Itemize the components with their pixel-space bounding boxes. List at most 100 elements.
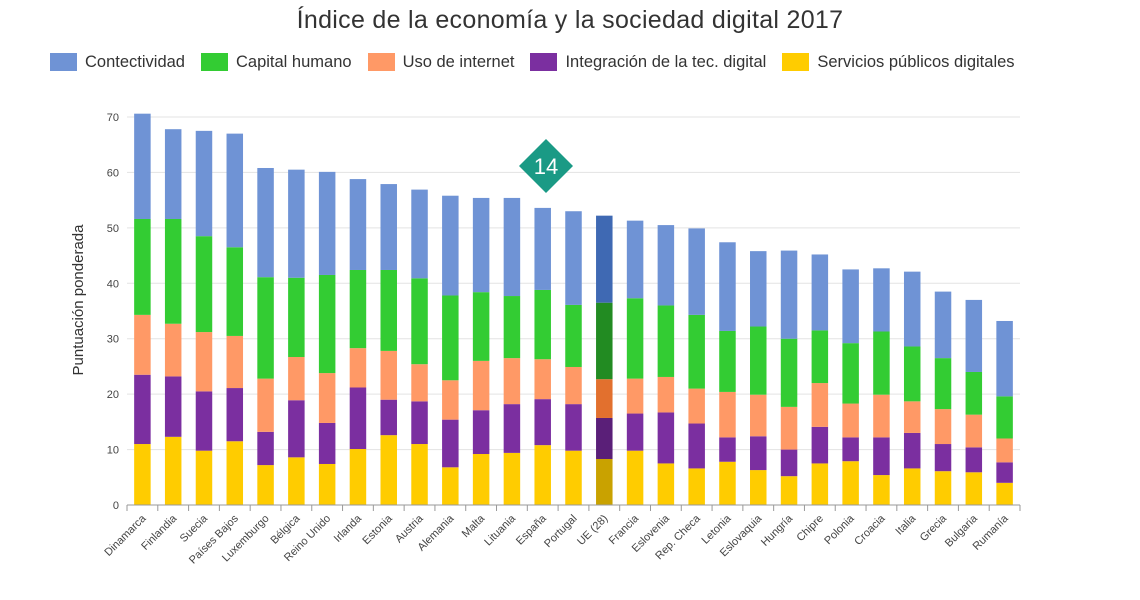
bar-segment[interactable] xyxy=(226,133,244,248)
bar-segment[interactable] xyxy=(411,189,428,279)
bar-segment[interactable] xyxy=(195,332,213,392)
bar-segment[interactable] xyxy=(226,388,244,442)
bar-segment[interactable] xyxy=(195,391,213,451)
bar-segment[interactable] xyxy=(873,268,890,332)
bar-segment[interactable] xyxy=(626,298,644,379)
bar-segment[interactable] xyxy=(442,295,459,381)
legend-item[interactable]: Capital humano xyxy=(200,53,352,72)
bar-segment[interactable] xyxy=(565,450,582,505)
bar-segment[interactable] xyxy=(842,461,859,505)
bar-segment[interactable] xyxy=(626,220,644,299)
bar-segment[interactable] xyxy=(472,454,490,505)
bar-segment[interactable] xyxy=(472,197,490,293)
bar-segment[interactable] xyxy=(164,218,182,324)
bar-segment[interactable] xyxy=(750,251,767,327)
bar-segment[interactable] xyxy=(565,304,582,367)
bar-segment[interactable] xyxy=(996,396,1013,439)
bar-segment[interactable] xyxy=(349,449,367,505)
bar-segment[interactable] xyxy=(503,296,521,359)
bar-segment[interactable] xyxy=(349,387,367,450)
bar-segment[interactable] xyxy=(965,371,983,415)
legend-item[interactable]: Uso de internet xyxy=(367,53,514,72)
bar-segment[interactable] xyxy=(688,388,705,424)
bar-segment[interactable] xyxy=(134,374,151,445)
bar-segment[interactable] xyxy=(965,299,983,372)
bar-segment[interactable] xyxy=(164,436,182,505)
bar-segment[interactable] xyxy=(503,358,521,405)
bar-segment[interactable] xyxy=(442,380,459,420)
bar-segment[interactable] xyxy=(934,291,952,359)
bar-segment[interactable] xyxy=(257,167,274,278)
bar-segment[interactable] xyxy=(811,254,829,331)
bar-segment[interactable] xyxy=(565,404,582,451)
bar-segment[interactable] xyxy=(380,435,397,505)
bar-segment[interactable] xyxy=(257,431,274,466)
bar-segment[interactable] xyxy=(534,359,551,400)
bar-segment[interactable] xyxy=(842,343,859,404)
bar-segment[interactable] xyxy=(318,373,336,423)
bar-segment[interactable] xyxy=(903,401,921,433)
bar-segment[interactable] xyxy=(565,366,582,405)
legend-item[interactable]: Servicios públicos digitales xyxy=(782,53,1015,72)
bar-segment[interactable] xyxy=(380,269,397,351)
bar-segment[interactable] xyxy=(780,338,798,407)
bar-segment[interactable] xyxy=(903,432,921,469)
bar-segment[interactable] xyxy=(411,364,428,402)
bar-segment[interactable] xyxy=(534,445,551,505)
bar-segment[interactable] xyxy=(626,378,644,414)
bar-segment[interactable] xyxy=(288,400,305,458)
bar-segment[interactable] xyxy=(503,452,521,505)
bar-segment[interactable] xyxy=(349,269,367,349)
bar-segment[interactable] xyxy=(318,422,336,464)
bar-segment[interactable] xyxy=(596,379,613,418)
bar-segment[interactable] xyxy=(411,444,428,505)
bar-segment[interactable] xyxy=(442,195,459,296)
bar-segment[interactable] xyxy=(719,461,736,505)
bar-segment[interactable] xyxy=(195,450,213,505)
bar-segment[interactable] xyxy=(596,215,613,303)
bar-segment[interactable] xyxy=(903,271,921,347)
bar-segment[interactable] xyxy=(226,441,244,505)
bar-segment[interactable] xyxy=(134,314,151,375)
bar-segment[interactable] xyxy=(503,404,521,453)
bar-segment[interactable] xyxy=(565,211,582,305)
bar-segment[interactable] xyxy=(257,277,274,379)
bar-segment[interactable] xyxy=(719,242,736,331)
bar-segment[interactable] xyxy=(195,236,213,333)
bar-segment[interactable] xyxy=(442,419,459,468)
bar-segment[interactable] xyxy=(596,417,613,459)
bar-segment[interactable] xyxy=(842,403,859,438)
bar-segment[interactable] xyxy=(996,462,1013,483)
bar-segment[interactable] xyxy=(780,476,798,505)
bar-segment[interactable] xyxy=(934,358,952,410)
bar-segment[interactable] xyxy=(657,463,675,505)
bar-segment[interactable] xyxy=(257,378,274,432)
bar-segment[interactable] xyxy=(903,468,921,505)
bar-segment[interactable] xyxy=(596,458,613,505)
bar-segment[interactable] xyxy=(134,444,151,505)
bar-segment[interactable] xyxy=(164,129,182,219)
bar-segment[interactable] xyxy=(288,277,305,358)
bar-segment[interactable] xyxy=(318,274,336,374)
bar-segment[interactable] xyxy=(380,350,397,400)
bar-segment[interactable] xyxy=(873,475,890,505)
bar-segment[interactable] xyxy=(811,426,829,464)
bar-segment[interactable] xyxy=(380,184,397,270)
bar-segment[interactable] xyxy=(596,302,613,380)
bar-segment[interactable] xyxy=(842,269,859,344)
bar-segment[interactable] xyxy=(780,250,798,339)
bar-segment[interactable] xyxy=(195,130,213,237)
bar-segment[interactable] xyxy=(318,171,336,275)
bar-segment[interactable] xyxy=(688,423,705,469)
bar-segment[interactable] xyxy=(965,414,983,448)
bar-segment[interactable] xyxy=(688,468,705,505)
bar-segment[interactable] xyxy=(780,449,798,477)
bar-segment[interactable] xyxy=(442,467,459,505)
bar-segment[interactable] xyxy=(380,399,397,436)
bar-segment[interactable] xyxy=(349,179,367,270)
bar-segment[interactable] xyxy=(134,218,151,315)
bar-segment[interactable] xyxy=(996,482,1013,505)
bar-segment[interactable] xyxy=(657,412,675,464)
bar-segment[interactable] xyxy=(903,346,921,402)
bar-segment[interactable] xyxy=(472,410,490,455)
